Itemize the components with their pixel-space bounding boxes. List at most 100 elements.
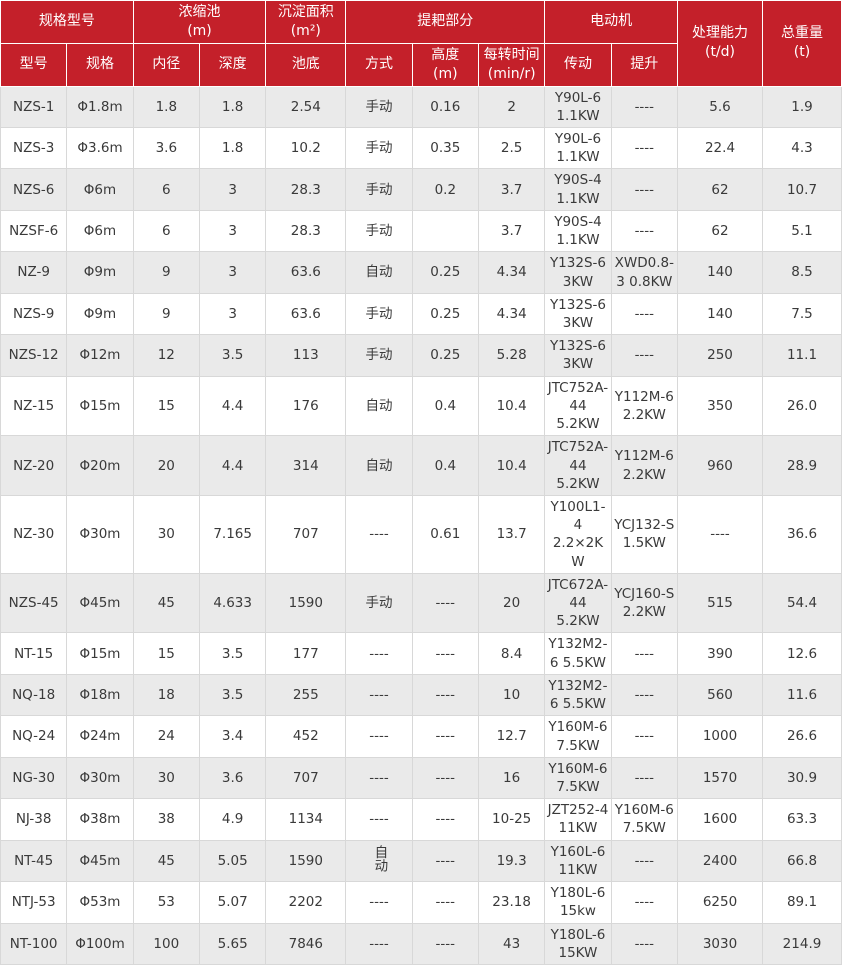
cell-lift: ---- — [610, 334, 679, 377]
cell-weight: 89.1 — [762, 881, 842, 924]
cell-capacity: 350 — [677, 375, 763, 437]
cell-time-per-rev: 8.4 — [477, 632, 546, 675]
header-capacity: 处理能力 (t/d) — [677, 0, 763, 87]
cell-time-per-rev: 10.4 — [477, 435, 546, 496]
cell-time-per-rev: 12.7 — [477, 715, 546, 758]
cell-mode: 自动 — [345, 839, 413, 883]
cell-time-per-rev: 20 — [477, 572, 546, 634]
cell-model: NZS-12 — [0, 334, 68, 377]
cell-lift: Y112M-6 2.2KW — [610, 435, 679, 496]
cell-model: NZSF-6 — [0, 209, 68, 253]
cell-model: NG-30 — [0, 756, 68, 800]
cell-time-per-rev: 2 — [477, 85, 546, 129]
cell-spec: Φ45m — [66, 839, 134, 883]
cell-mode: 手动 — [345, 168, 413, 211]
header-total-weight: 总重量 (t) — [762, 0, 842, 87]
cell-weight: 11.6 — [762, 673, 842, 717]
cell-inner-diameter: 20 — [132, 435, 200, 496]
cell-inner-diameter: 100 — [132, 922, 200, 965]
cell-drive: JTC752A-44 5.2KW — [544, 375, 612, 437]
cell-inner-diameter: 3.6 — [132, 126, 200, 170]
cell-pool-bottom: 255 — [265, 673, 347, 717]
cell-height: ---- — [411, 756, 479, 800]
header-group-motor: 电动机 — [544, 0, 678, 44]
cell-drive: Y90L-6 1.1KW — [544, 126, 612, 170]
cell-weight: 26.6 — [762, 715, 842, 758]
cell-inner-diameter: 12 — [132, 334, 200, 377]
cell-pool-bottom: 2.54 — [265, 85, 347, 129]
cell-depth: 4.4 — [198, 435, 267, 496]
cell-model: NZ-30 — [0, 494, 68, 574]
cell-model: NZS-45 — [0, 572, 68, 634]
table-row: NZS-3 Φ3.6m 3.6 1.8 10.2 手动 0.35 2.5 Y90L-6 1.1K… — [0, 126, 842, 170]
cell-lift: YCJ132-S 1.5KW — [610, 494, 679, 574]
cell-height: 0.4 — [411, 375, 479, 437]
header-group-motor-label: 电动机 — [590, 13, 633, 30]
header-model: 型号 — [0, 42, 68, 87]
cell-mode-vertical-text: 自动 — [371, 844, 388, 872]
cell-height: 0.35 — [411, 126, 479, 170]
cell-time-per-rev: 4.34 — [477, 251, 546, 294]
cell-spec: Φ12m — [66, 334, 134, 377]
header-total-weight-unit: (t) — [793, 44, 811, 61]
cell-mode: 手动 — [345, 572, 413, 634]
header-group-rake-lift: 提耙部分 — [345, 0, 546, 44]
cell-height: ---- — [411, 715, 479, 758]
cell-weight: 30.9 — [762, 756, 842, 800]
cell-mode: ---- — [345, 922, 413, 965]
cell-capacity: 62 — [677, 168, 763, 211]
cell-spec: Φ20m — [66, 435, 134, 496]
cell-weight: 36.6 — [762, 494, 842, 574]
cell-capacity: 560 — [677, 673, 763, 717]
cell-time-per-rev: 13.7 — [477, 494, 546, 574]
cell-lift: ---- — [610, 881, 679, 924]
cell-pool-bottom: 1590 — [265, 572, 347, 634]
header-time-per-rev: 每转时间 (min/r) — [477, 42, 546, 87]
cell-height: ---- — [411, 673, 479, 717]
cell-inner-diameter: 45 — [132, 572, 200, 634]
cell-drive: Y132S-6 3KW — [544, 251, 612, 294]
cell-depth: 3 — [198, 292, 267, 336]
cell-inner-diameter: 1.8 — [132, 85, 200, 129]
cell-capacity: 515 — [677, 572, 763, 634]
cell-lift: ---- — [610, 168, 679, 211]
cell-pool-bottom: 452 — [265, 715, 347, 758]
cell-pool-bottom: 63.6 — [265, 251, 347, 294]
cell-inner-diameter: 9 — [132, 292, 200, 336]
cell-depth: 3 — [198, 251, 267, 294]
cell-model: NTJ-53 — [0, 881, 68, 924]
cell-inner-diameter: 45 — [132, 839, 200, 883]
header-time-per-rev-unit: (min/r) — [487, 65, 536, 82]
cell-pool-bottom: 7846 — [265, 922, 347, 965]
cell-drive: Y132M2-6 5.5KW — [544, 673, 612, 717]
cell-model: NZS-3 — [0, 126, 68, 170]
cell-drive: Y90S-4 1.1KW — [544, 168, 612, 211]
cell-model: NZ-20 — [0, 435, 68, 496]
cell-depth: 3.5 — [198, 632, 267, 675]
cell-capacity: ---- — [677, 494, 763, 574]
cell-weight: 1.9 — [762, 85, 842, 129]
cell-mode: 自动 — [345, 375, 413, 437]
cell-spec: Φ6m — [66, 209, 134, 253]
header-lift: 提升 — [610, 42, 679, 87]
cell-inner-diameter: 30 — [132, 494, 200, 574]
cell-weight: 5.1 — [762, 209, 842, 253]
cell-mode: ---- — [345, 715, 413, 758]
cell-spec: Φ15m — [66, 375, 134, 437]
table-row: NQ-24 Φ24m 24 3.4 452 ---- ---- 12.7 Y160M-6 7.5… — [0, 715, 842, 758]
cell-capacity: 140 — [677, 251, 763, 294]
header-group-settling-area-label: 沉淀面积 — [277, 4, 334, 20]
cell-height: 0.25 — [411, 292, 479, 336]
table-row: NZS-12 Φ12m 12 3.5 113 手动 0.25 5.28 Y132S-6 3KW -… — [0, 334, 842, 377]
cell-capacity: 6250 — [677, 881, 763, 924]
cell-pool-bottom: 63.6 — [265, 292, 347, 336]
cell-height: 0.25 — [411, 251, 479, 294]
cell-mode: 手动 — [345, 209, 413, 253]
cell-lift: ---- — [610, 756, 679, 800]
cell-pool-bottom: 28.3 — [265, 168, 347, 211]
cell-depth: 3.5 — [198, 673, 267, 717]
cell-weight: 7.5 — [762, 292, 842, 336]
cell-drive: Y132S-6 3KW — [544, 292, 612, 336]
cell-height: 0.16 — [411, 85, 479, 129]
